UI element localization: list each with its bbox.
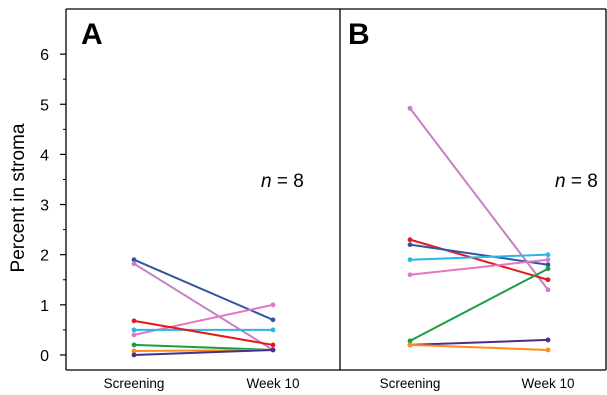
panel-a-series-5 [131, 318, 276, 348]
panel-b-series-6 [407, 266, 551, 344]
panel-b-series-1-line [409, 107, 549, 291]
panel-b-series-2-line [409, 238, 549, 281]
panel-a-category-week10: Week 10 [246, 376, 299, 391]
panel-b-series-6-point-week10 [545, 266, 551, 272]
panel-b-series-2-point-week10 [545, 277, 551, 283]
panel-a-series-1-point-screening [131, 257, 137, 263]
panel-a-series-8-line [133, 348, 274, 356]
panel-b-series-8-point-week10 [545, 347, 551, 353]
panel-a-series-5-point-screening [131, 318, 137, 324]
panel-b-n-label: n = 8 [555, 171, 598, 192]
panel-a-series-1 [131, 257, 276, 323]
panel-b-series-4-point-screening [407, 257, 413, 263]
y-tick-label-5: 5 [40, 97, 49, 114]
panel-b: B n = 8 Screening Week 10 [348, 18, 598, 391]
panel-b-series-8-point-screening [407, 342, 413, 348]
panel-a-series-5-line [133, 319, 274, 346]
panel-b-series-5-line [409, 258, 549, 276]
panel-b-letter: B [348, 18, 370, 51]
panel-b-series-2 [407, 237, 551, 283]
panel-b-series-3-point-week10 [545, 262, 551, 268]
panel-b-series-4-point-week10 [545, 252, 551, 258]
panel-b-series-3-point-screening [407, 242, 413, 248]
panel-b-series-6-point-screening [407, 338, 413, 344]
panel-a-series-3-point-week10 [270, 302, 276, 308]
panel-a: A n = 8 Screening Week 10 [81, 18, 304, 391]
panel-a-n-symbol: n [261, 171, 272, 192]
panel-a-series-1-point-week10 [270, 317, 276, 323]
panel-a-letter: A [81, 18, 103, 51]
panel-a-series-8-point-week10 [270, 347, 276, 353]
panel-b-series-5 [407, 257, 551, 278]
panel-b-category-week10: Week 10 [521, 376, 574, 391]
panel-b-series-5-point-screening [407, 272, 413, 278]
y-axis-label: Percent in stroma [8, 123, 29, 272]
panel-a-series-4-point-week10 [270, 327, 276, 333]
panel-b-series-8 [407, 342, 551, 353]
panel-a-series [131, 257, 276, 358]
panel-b-series-4 [407, 252, 551, 263]
panel-b-series-7-point-week10 [545, 337, 551, 343]
y-tick-label-6: 6 [40, 47, 49, 64]
panel-a-series-4-point-screening [131, 327, 137, 333]
panel-b-series [407, 105, 551, 353]
panel-a-category-screening: Screening [104, 376, 165, 391]
panel-a-series-2 [131, 261, 276, 353]
panel-b-series-1-point-screening [407, 105, 413, 111]
panel-a-series-3-point-screening [131, 332, 137, 338]
panel-a-series-2-line [133, 262, 274, 351]
panel-a-series-1-line [133, 258, 274, 321]
panel-a-n-label: n = 8 [261, 171, 304, 192]
panel-b-series-8-line [409, 343, 549, 351]
y-tick-label-1: 1 [40, 298, 49, 315]
panel-b-series-4-line [409, 253, 549, 261]
panel-b-n-symbol: n [555, 171, 566, 192]
y-tick-label-4: 4 [40, 147, 49, 164]
panel-a-series-2-point-screening [131, 261, 137, 267]
panel-a-series-6-point-screening [131, 342, 137, 348]
panel-a-n-value: = 8 [272, 171, 304, 192]
y-tick-label-3: 3 [40, 198, 49, 215]
panel-a-series-8 [131, 347, 276, 358]
panel-b-series-1 [407, 105, 551, 293]
panel-a-series-5-point-week10 [270, 342, 276, 348]
panel-a-series-7-point-screening [131, 348, 137, 354]
panel-b-series-7-line [409, 338, 549, 346]
panel-b-series-6-line [409, 267, 549, 342]
panel-a-series-8-point-screening [131, 352, 137, 358]
panel-b-series-2-point-screening [407, 237, 413, 243]
y-axis: 0 1 2 3 4 5 6 [40, 47, 66, 365]
panel-b-series-5-point-week10 [545, 257, 551, 263]
y-tick-label-2: 2 [40, 248, 49, 265]
panel-b-n-value: = 8 [566, 171, 598, 192]
panel-b-series-1-point-week10 [545, 287, 551, 293]
y-tick-label-0: 0 [40, 348, 49, 365]
panel-a-series-4 [131, 327, 276, 333]
panel-a-series-6-line [133, 343, 274, 351]
panel-b-category-screening: Screening [380, 376, 441, 391]
